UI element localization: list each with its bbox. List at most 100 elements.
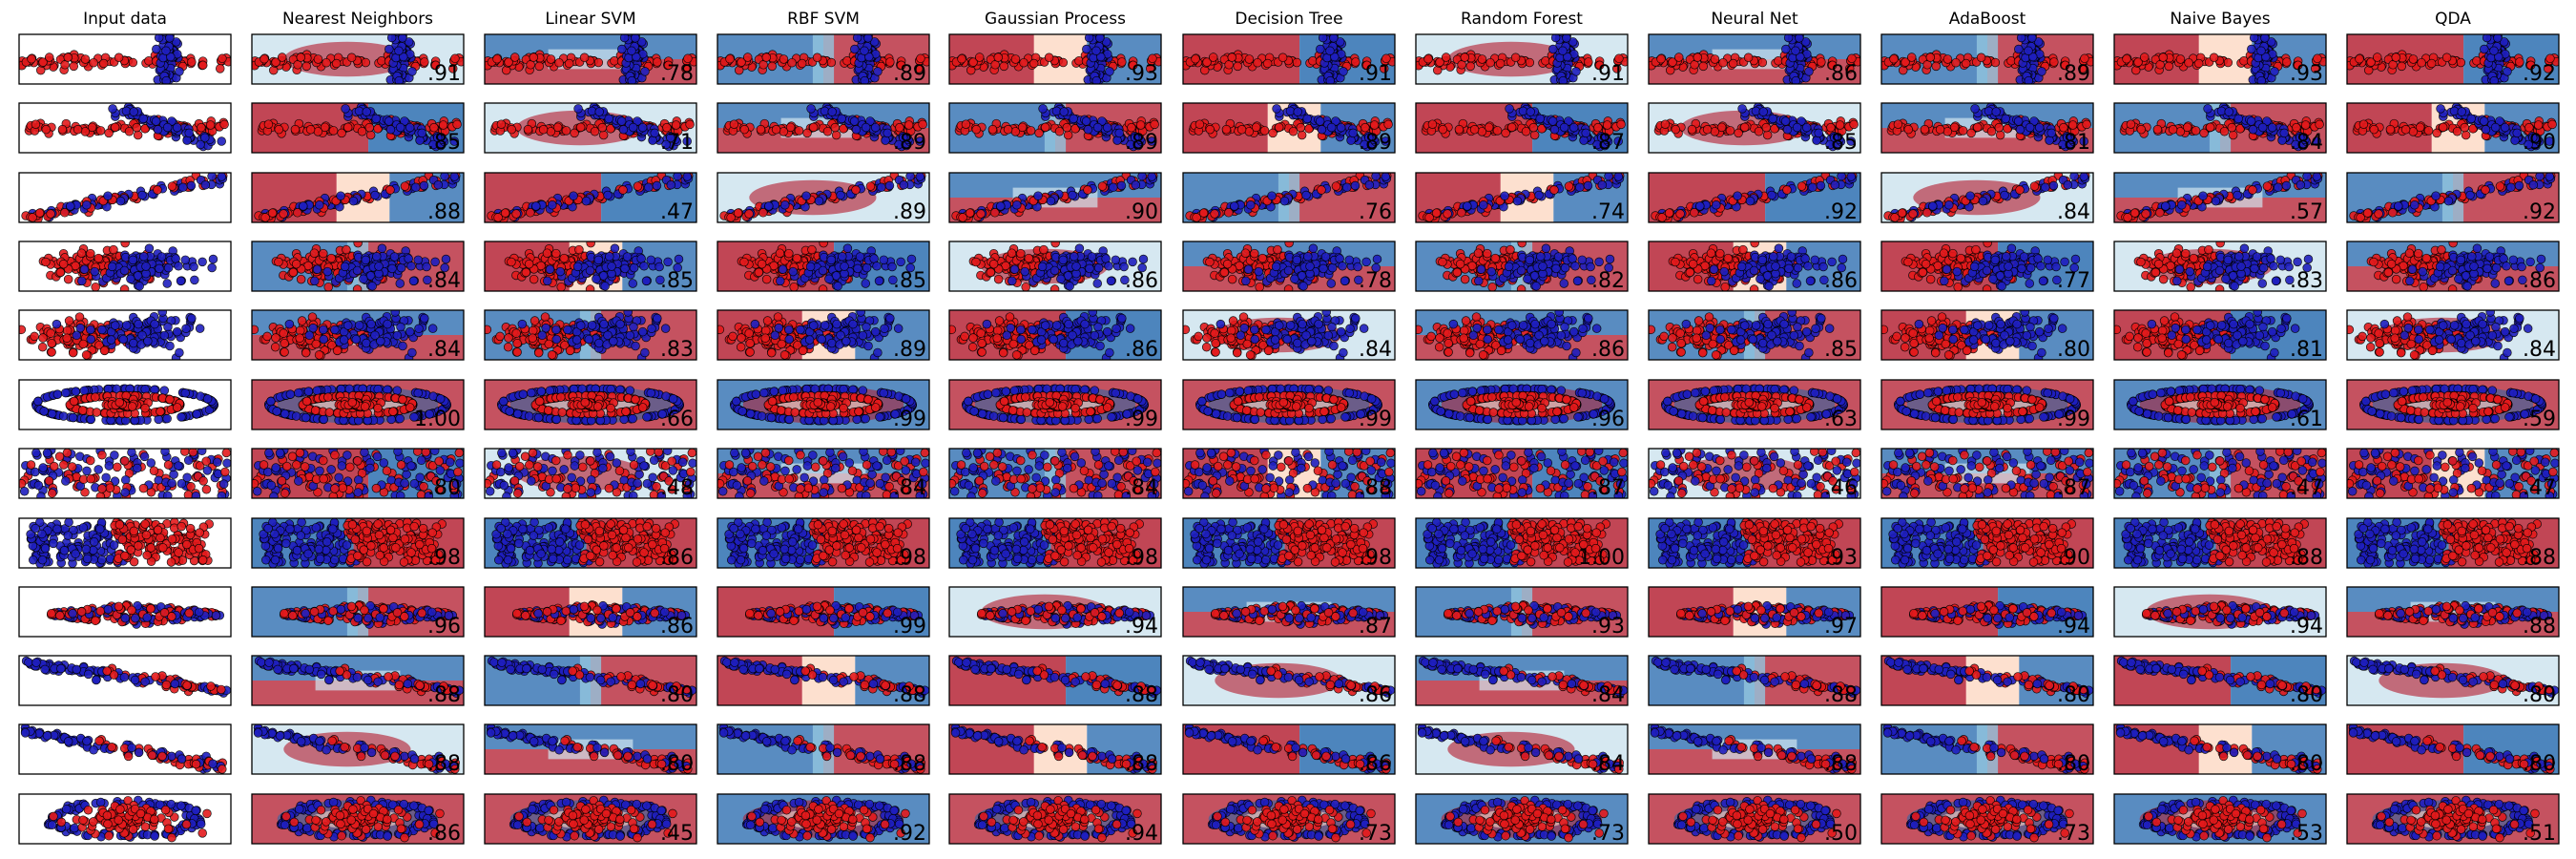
point-red bbox=[1908, 209, 1918, 219]
point-red bbox=[1657, 213, 1667, 222]
point-red bbox=[353, 241, 363, 248]
point-blue bbox=[166, 52, 176, 62]
point-blue bbox=[2512, 128, 2522, 138]
point-red bbox=[35, 65, 46, 75]
score-label: .87 bbox=[1591, 131, 1625, 155]
point-red bbox=[124, 126, 135, 136]
point-blue bbox=[604, 114, 613, 124]
point-red bbox=[2358, 119, 2369, 129]
point-red bbox=[91, 282, 100, 291]
point-blue bbox=[632, 52, 641, 62]
point-red bbox=[1477, 127, 1487, 136]
point-red bbox=[2175, 127, 2186, 136]
point-blue bbox=[2436, 104, 2445, 114]
point-blue bbox=[428, 139, 438, 150]
point-red bbox=[1435, 57, 1444, 67]
point-blue bbox=[873, 67, 883, 76]
point-blue bbox=[77, 276, 87, 286]
point-red bbox=[2228, 130, 2238, 140]
point-red bbox=[1244, 127, 1255, 136]
point-red bbox=[2452, 126, 2462, 136]
point-blue bbox=[2524, 139, 2533, 150]
point-red bbox=[1584, 57, 1593, 67]
point-red bbox=[2191, 126, 2201, 136]
point-red bbox=[1920, 124, 1930, 135]
point-blue bbox=[411, 182, 421, 193]
point-blue bbox=[180, 255, 191, 265]
panel-frame bbox=[18, 102, 232, 154]
point-blue bbox=[2493, 34, 2503, 43]
panel bbox=[18, 102, 232, 154]
panel-frame bbox=[717, 172, 930, 223]
point-blue bbox=[207, 262, 217, 273]
point-red bbox=[1128, 60, 1138, 71]
point-blue bbox=[2528, 133, 2538, 143]
point-blue bbox=[153, 125, 163, 135]
point-red bbox=[2282, 57, 2292, 67]
point-blue bbox=[618, 125, 629, 135]
point-red bbox=[1381, 53, 1391, 64]
point-blue bbox=[1346, 136, 1356, 145]
point-red bbox=[1423, 53, 1433, 64]
point-red bbox=[44, 52, 54, 62]
column-title: Linear SVM bbox=[545, 10, 635, 29]
point-blue bbox=[135, 282, 144, 291]
point-blue bbox=[79, 264, 90, 274]
point-blue bbox=[440, 173, 449, 181]
point-blue bbox=[1102, 122, 1112, 133]
point-blue bbox=[2302, 173, 2312, 181]
point-blue bbox=[2203, 104, 2212, 114]
point-red bbox=[1847, 53, 1857, 64]
point-blue bbox=[851, 125, 862, 135]
point-blue bbox=[1097, 116, 1107, 126]
point-red bbox=[2080, 53, 2089, 64]
point-blue bbox=[1563, 52, 1572, 62]
point-blue bbox=[2028, 52, 2038, 62]
point-blue bbox=[2079, 136, 2088, 146]
point-blue bbox=[2025, 122, 2035, 133]
point-blue bbox=[2479, 116, 2489, 126]
point-red bbox=[1656, 53, 1666, 64]
point-blue bbox=[1549, 125, 1560, 135]
point-blue bbox=[107, 262, 117, 272]
point-blue bbox=[633, 116, 642, 126]
point-blue bbox=[163, 262, 174, 273]
point-blue bbox=[1147, 173, 1157, 181]
point-blue bbox=[652, 180, 662, 191]
point-red bbox=[271, 57, 280, 67]
score-label: .93 bbox=[2290, 62, 2323, 86]
point-red bbox=[1195, 119, 1205, 129]
column-title: Gaussian Process bbox=[985, 10, 1126, 29]
point-red bbox=[1441, 52, 1451, 62]
point-red bbox=[2547, 119, 2557, 130]
point-red bbox=[561, 126, 571, 136]
point-red bbox=[1743, 52, 1754, 63]
point-red bbox=[1424, 213, 1434, 222]
point-blue bbox=[996, 201, 1006, 211]
point-red bbox=[1966, 128, 1976, 138]
point-blue bbox=[1991, 107, 2001, 116]
point-blue bbox=[90, 266, 99, 277]
point-blue bbox=[1568, 122, 1579, 133]
point-red bbox=[1028, 58, 1039, 69]
point-blue bbox=[217, 173, 227, 181]
point-blue bbox=[2001, 114, 2010, 124]
point-blue bbox=[2257, 122, 2268, 133]
point-blue bbox=[1342, 182, 1352, 193]
point-red bbox=[564, 58, 574, 69]
column-title: Nearest Neighbors bbox=[282, 10, 433, 29]
point-red bbox=[1034, 128, 1044, 138]
point-blue bbox=[2024, 46, 2033, 56]
point-blue bbox=[1038, 104, 1048, 114]
point-blue bbox=[2256, 75, 2267, 84]
point-blue bbox=[915, 136, 924, 146]
point-red bbox=[1549, 185, 1559, 195]
point-blue bbox=[899, 179, 909, 190]
point-red bbox=[662, 122, 672, 133]
score-label: .74 bbox=[1591, 200, 1625, 224]
point-red bbox=[98, 58, 109, 69]
point-blue bbox=[1246, 200, 1256, 210]
point-red bbox=[1593, 122, 1603, 133]
panel: .89 bbox=[1182, 102, 1396, 155]
point-red bbox=[653, 57, 662, 67]
